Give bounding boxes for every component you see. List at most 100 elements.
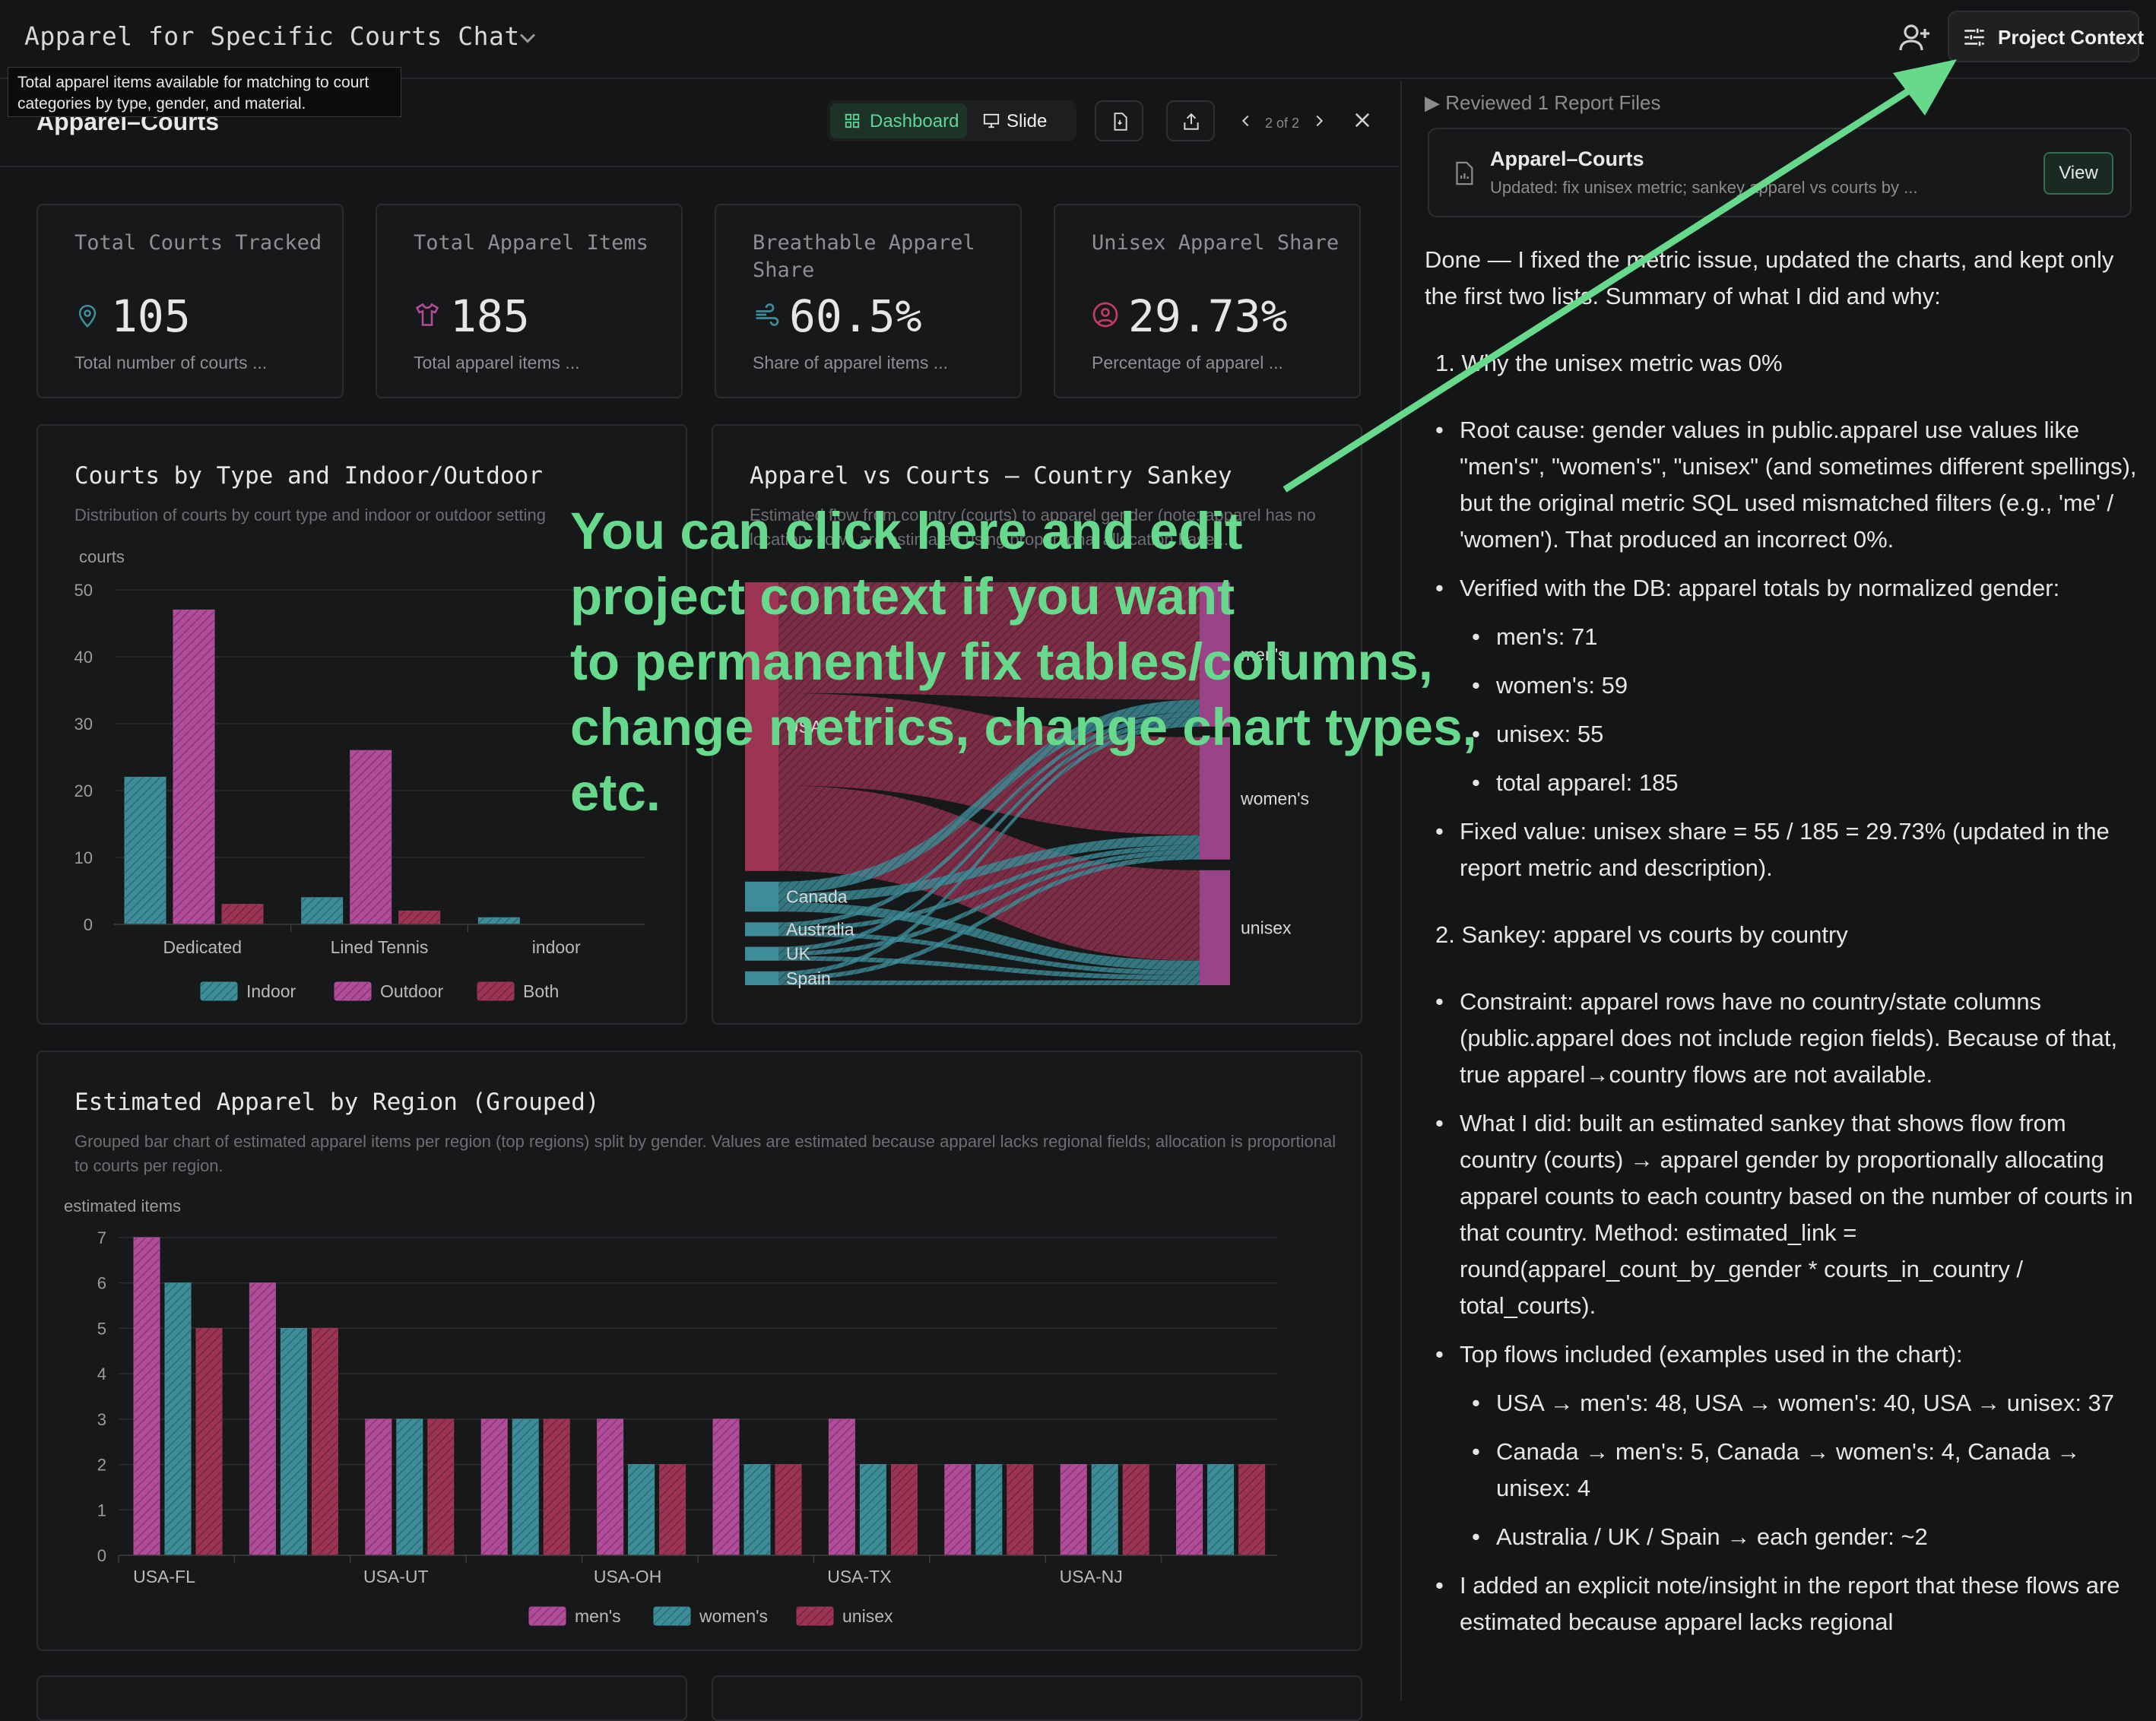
bar [1238, 1464, 1266, 1556]
kpi-value: 60.5% [789, 290, 922, 342]
annotation-line: to permanently fix tables/columns, [570, 632, 1433, 691]
chart-title: Apparel vs Courts — Country Sankey [750, 462, 1232, 490]
report-file-card[interactable]: Apparel–Courts Updated: fix unisex metri… [1428, 128, 2132, 217]
bar [828, 1418, 855, 1556]
y-tick-label: 30 [75, 715, 93, 734]
chevron-right-icon[interactable] [1311, 111, 1327, 131]
kpi-card-total-courts[interactable]: Total Courts Tracked 105 Total number of… [36, 204, 344, 398]
bar [427, 1418, 455, 1556]
chart-subtitle: Grouped bar chart of estimated apparel i… [75, 1132, 1336, 1175]
sankey-link [778, 693, 1200, 835]
bar [597, 1418, 624, 1556]
sankey-target-node [1200, 582, 1230, 727]
location-pin-icon [78, 304, 97, 328]
person-circle-icon [1092, 302, 1118, 328]
sliders-icon [1964, 28, 1984, 46]
tab-dashboard[interactable]: Dashboard [830, 103, 967, 138]
sankey-link [778, 712, 1200, 927]
kpi-card-unisex-share[interactable]: Unisex Apparel Share 29.73% Percentage o… [1054, 204, 1361, 398]
sankey-link [778, 835, 1200, 903]
sub-bullet: men's: 71 [1425, 619, 2139, 655]
grid-icon [845, 113, 860, 128]
y-tick-label: 1 [97, 1501, 106, 1520]
legend-label: Indoor [246, 981, 296, 1001]
add-user-icon[interactable] [1896, 20, 1932, 56]
y-tick-label: 0 [97, 1546, 106, 1565]
bar [1091, 1464, 1118, 1556]
bar [1007, 1464, 1034, 1556]
legend-label: women's [699, 1606, 768, 1626]
x-tick-label: USA-TX [827, 1567, 891, 1586]
bar [775, 1464, 802, 1556]
bar [133, 1237, 160, 1556]
kpi-label: Breathable Apparel Share [753, 231, 975, 282]
chart-title: Courts by Type and Indoor/Outdoor [75, 462, 543, 490]
bar [301, 897, 344, 925]
sub-bullet: unisex: 55 [1425, 716, 2139, 753]
y-tick-label: 3 [97, 1410, 106, 1429]
bullet: Root cause: gender values in public.appa… [1425, 412, 2139, 558]
kpi-card-total-apparel[interactable]: Total Apparel Items 185 Total apparel it… [376, 204, 683, 398]
sankey-source-node [745, 946, 778, 961]
chat-panel: ▶ Reviewed 1 Report Files Apparel–Courts… [1400, 81, 2156, 1701]
kpi-description: Share of apparel items ... [753, 353, 948, 372]
y-axis-label: estimated items [64, 1196, 181, 1215]
next-card [36, 1675, 687, 1721]
message-intro: Done — I fixed the metric issue, updated… [1425, 246, 2114, 309]
bar [249, 1282, 276, 1556]
bar [1176, 1464, 1203, 1556]
share-button[interactable] [1166, 100, 1215, 141]
x-tick-label: USA-FL [133, 1567, 195, 1586]
bar [512, 1418, 539, 1556]
bar [477, 917, 520, 925]
wind-icon [756, 303, 779, 326]
bullet: Fixed value: unisex share = 55 / 185 = 2… [1425, 813, 2139, 886]
sankey-link [778, 956, 1200, 981]
sankey-source-label: Australia [786, 919, 854, 939]
chart-subtitle: Distribution of courts by court type and… [75, 506, 547, 525]
chevron-left-icon[interactable] [1238, 111, 1254, 131]
sankey-link [778, 931, 1200, 976]
annotation-line: You can click here and edit [570, 502, 1243, 560]
chat-title[interactable]: Apparel for Specific Courts Chat [24, 21, 520, 51]
view-file-button[interactable]: View [2043, 152, 2113, 195]
bar [859, 1464, 886, 1556]
next-card [712, 1675, 1362, 1721]
sankey-target-label: women's [1240, 788, 1309, 808]
project-context-button[interactable]: Project Context [1948, 11, 2144, 62]
kpi-description: Percentage of apparel ... [1092, 353, 1283, 372]
tab-slide-label: Slide [1007, 111, 1048, 132]
sub-bullet: total apparel: 185 [1425, 765, 2139, 801]
section-heading: 2. Sankey: apparel vs courts by country [1435, 921, 1848, 948]
sankey-link [778, 902, 1200, 971]
y-tick-label: 20 [75, 781, 93, 800]
sankey-link [778, 582, 1200, 700]
y-tick-label: 50 [75, 581, 93, 600]
sub-bullet: women's: 59 [1425, 667, 2139, 704]
bar [543, 1418, 570, 1556]
sankey-link [778, 699, 1200, 893]
bar [398, 910, 441, 925]
x-tick-label: Lined Tennis [331, 937, 429, 957]
sankey-link [778, 980, 1200, 985]
sankey-link [778, 721, 1200, 976]
kpi-card-breathable-share[interactable]: Breathable Apparel Share 60.5% Share of … [715, 204, 1022, 398]
chevron-down-icon[interactable] [514, 24, 541, 52]
sub-bullet: Canada → men's: 5, Canada → women's: 4, … [1425, 1434, 2139, 1507]
y-tick-label: 2 [97, 1456, 106, 1475]
file-description: Updated: fix unisex metric; sankey appar… [1490, 178, 1918, 197]
sankey-source-node [745, 881, 778, 912]
close-icon[interactable] [1352, 109, 1373, 131]
x-tick-label: USA-NJ [1060, 1567, 1123, 1586]
bullet: What I did: built an estimated sankey th… [1425, 1105, 2139, 1324]
file-name: Apparel–Courts [1490, 147, 1644, 170]
y-tick-label: 5 [97, 1319, 106, 1338]
export-file-button[interactable] [1095, 100, 1143, 141]
x-tick-label: USA-OH [594, 1567, 661, 1586]
sankey-source-label: Canada [786, 887, 848, 907]
bar [396, 1418, 423, 1556]
reviewed-files-toggle[interactable]: ▶ Reviewed 1 Report Files [1425, 91, 1661, 114]
tab-slide[interactable]: Slide [970, 103, 1073, 138]
bar [350, 750, 392, 925]
top-bar: Apparel for Specific Courts Chat Project… [0, 0, 2156, 79]
